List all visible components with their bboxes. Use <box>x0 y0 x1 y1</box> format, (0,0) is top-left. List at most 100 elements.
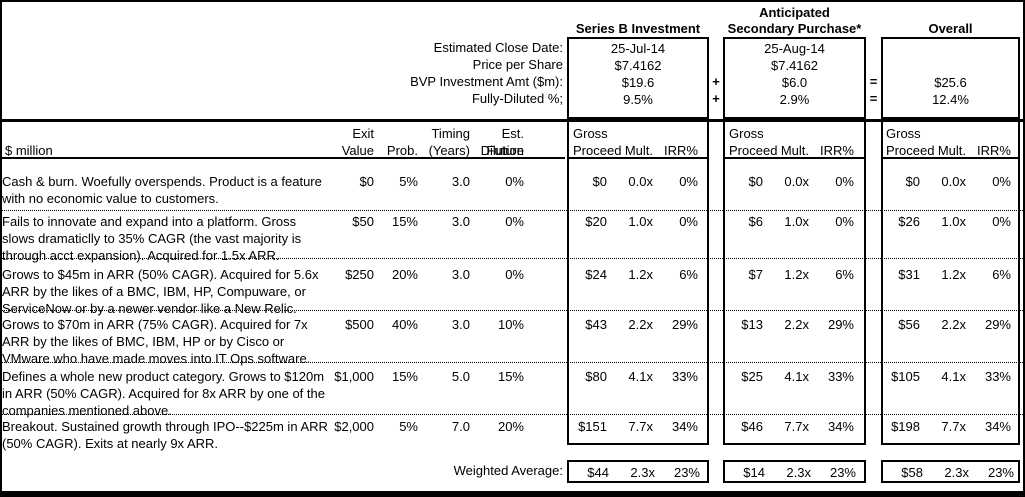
irr-cell: 0% <box>835 174 854 189</box>
multiple-cell: 7.7x <box>941 419 966 434</box>
gross-header-line1: Gross <box>886 126 921 141</box>
timing-cell: 5.0 <box>451 369 470 384</box>
gross-proceed-cell: $43 <box>585 317 607 332</box>
timing-cell: 3.0 <box>451 174 470 189</box>
series-b-values: $43 2.2x 29% <box>567 316 709 367</box>
series-b-subheader: Gross Proceed Mult. IRR% <box>567 122 709 159</box>
irr-cell: 33% <box>671 369 698 384</box>
multiple-cell: 1.2x <box>941 267 966 282</box>
series-b-assumptions-box: 25-Jul-14 $7.4162 $19.6 9.5% <box>567 37 709 119</box>
gross-proceed-cell: $0 <box>905 174 920 189</box>
gross-header-line1: Gross <box>573 126 608 141</box>
proceed-header: Proceed <box>886 143 935 158</box>
overall-values: $198 7.7x 34% <box>880 418 1019 460</box>
gross-proceed-cell: $13 <box>741 317 763 332</box>
irr-cell: 6% <box>679 267 698 282</box>
probability-cell: 20% <box>391 267 418 282</box>
gross-proceed-cell: $25 <box>741 369 763 384</box>
irr-header: IRR% <box>820 143 854 158</box>
gross-proceed-cell: $0 <box>748 174 763 189</box>
exit-value-cell: $0 <box>359 174 374 189</box>
gross-proceed-cell: $26 <box>898 214 920 229</box>
secondary-values: $25 4.1x 33% <box>723 368 866 419</box>
gross-proceed-cell: $31 <box>898 267 920 282</box>
scenario-description: Grows to $45m in ARR (50% CAGR). Acquire… <box>2 267 319 316</box>
gross-proceed-cell: $56 <box>898 317 920 332</box>
overall-values: $56 2.2x 29% <box>880 316 1019 367</box>
multiple-cell: 1.0x <box>628 214 653 229</box>
gross-proceed-cell: $80 <box>585 369 607 384</box>
irr-cell: 6% <box>992 267 1011 282</box>
series-b-values: $0 0.0x 0% <box>567 173 709 210</box>
series-b-values: $80 4.1x 33% <box>567 368 709 419</box>
probability-cell: 5% <box>399 174 418 189</box>
table-header-row: $ million Exit Value Prob. Timing (Years) … <box>2 122 1023 159</box>
proceed-header: Proceed <box>573 143 622 158</box>
weighted-average-overall-box: $58 2.3x 23% <box>881 460 1020 483</box>
probability-cell: 15% <box>391 369 418 384</box>
irr-cell: 29% <box>827 317 854 332</box>
irr-cell: 33% <box>827 369 854 384</box>
secondary-subheader: Gross Proceed Mult. IRR% <box>723 122 866 159</box>
multiple-cell: 0.0x <box>628 174 653 189</box>
fully-diluted-label: Fully-Diluted %; <box>471 91 563 106</box>
timing-cell: 7.0 <box>451 419 470 434</box>
dilution-cell: 0% <box>505 174 524 189</box>
multiple-cell: 7.7x <box>628 419 653 434</box>
probability-cell: 40% <box>391 317 418 332</box>
overall-values: $31 1.2x 6% <box>880 266 1019 317</box>
scenario-description: Defines a whole new product category. Gr… <box>2 369 325 418</box>
equals-sign: = <box>869 91 878 106</box>
irr-cell: 34% <box>827 419 854 434</box>
timing-cell: 3.0 <box>451 267 470 282</box>
prob-header-line2: Prob. <box>386 143 418 158</box>
timing-cell: 3.0 <box>451 317 470 332</box>
multiple-cell: 4.1x <box>941 369 966 384</box>
overall-assumptions-box: $25.6 12.4% <box>881 37 1020 119</box>
scenario-row: Fails to innovate and expand into a plat… <box>2 211 1023 263</box>
secondary-close-date: 25-Aug-14 <box>764 41 825 56</box>
price-per-share-label: Price per Share <box>472 57 563 72</box>
secondary-amount: $6.0 <box>781 75 808 90</box>
gross-proceed-cell: $6 <box>748 214 763 229</box>
secondary-values: $46 7.7x 34% <box>723 418 866 460</box>
gross-proceed-cell: $14 <box>743 465 765 480</box>
multiple-cell: 7.7x <box>784 419 809 434</box>
series-b-amount: $19.6 <box>621 75 655 90</box>
gross-proceed-cell: $24 <box>585 267 607 282</box>
mult-header: Mult. <box>937 143 966 158</box>
series-b-price: $7.4162 <box>614 58 662 73</box>
scenario-table: $ million Exit Value Prob. Timing (Years) … <box>2 122 1023 491</box>
multiple-cell: 0.0x <box>941 174 966 189</box>
exit-value-cell: $2,000 <box>334 419 374 434</box>
timing-header-line2: (Years) <box>428 143 470 158</box>
gross-proceed-cell: $198 <box>891 419 920 434</box>
weighted-average-label: Weighted Average: <box>453 463 563 478</box>
series-b-values: $20 1.0x 0% <box>567 213 709 264</box>
irr-header: IRR% <box>977 143 1011 158</box>
overall-diluted-pct: 12.4% <box>932 92 969 107</box>
gross-proceed-cell: $44 <box>587 465 609 480</box>
multiple-cell: 2.2x <box>784 317 809 332</box>
overall-close-date <box>883 40 1018 57</box>
plus-sign: + <box>712 91 720 106</box>
weighted-average-series-b-box: $44 2.3x 23% <box>567 460 709 483</box>
multiple-cell: 1.2x <box>784 267 809 282</box>
secondary-price: $7.4162 <box>771 58 818 73</box>
secondary-values: $6 1.0x 0% <box>723 213 866 264</box>
scenario-row: Cash & burn. Woefully overspends. Produc… <box>2 159 1023 211</box>
irr-cell: 34% <box>671 419 698 434</box>
irr-cell: 0% <box>679 214 698 229</box>
mult-header: Mult. <box>780 143 809 158</box>
investment-amt-label: BVP Investment Amt ($m): <box>410 74 563 89</box>
irr-cell: 23% <box>829 465 856 480</box>
multiple-cell: 4.1x <box>784 369 809 384</box>
series-b-close-date: 25-Jul-14 <box>610 41 666 56</box>
multiple-cell: 1.0x <box>941 214 966 229</box>
gross-proceed-cell: $46 <box>741 419 763 434</box>
dilution-cell: 0% <box>505 214 524 229</box>
weighted-average-secondary-box: $14 2.3x 23% <box>723 460 866 483</box>
mult-header: Mult. <box>624 143 653 158</box>
exit-value-cell: $1,000 <box>334 369 374 384</box>
